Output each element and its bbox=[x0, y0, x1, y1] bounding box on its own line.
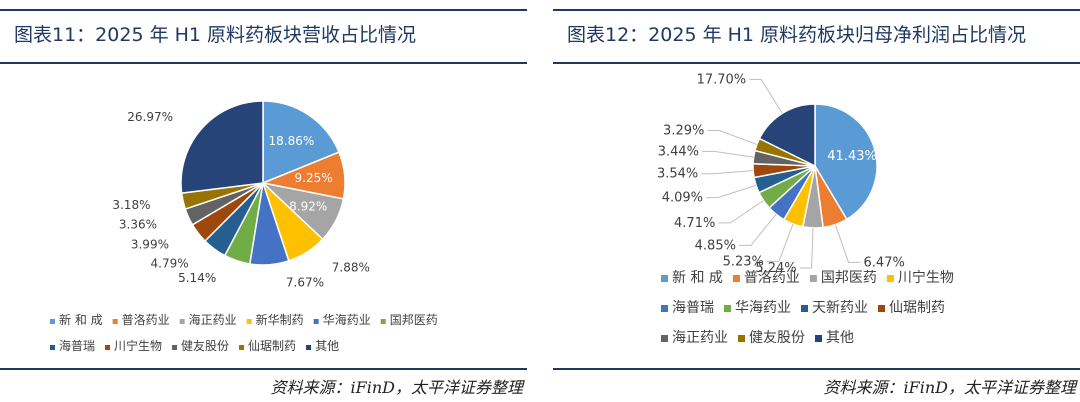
legend-label: 普洛药业 bbox=[122, 312, 170, 327]
legend-swatch bbox=[112, 319, 118, 324]
pie-slice bbox=[180, 100, 264, 194]
legend-label: 川宁生物 bbox=[898, 269, 954, 286]
leader-line bbox=[834, 224, 861, 263]
data-label: 7.67% bbox=[286, 276, 324, 290]
legend-label: 海普瑞 bbox=[59, 338, 95, 353]
legend-label: 新华制药 bbox=[256, 312, 304, 327]
data-label: 5.23% bbox=[723, 254, 764, 269]
leader-line bbox=[701, 170, 754, 175]
legend-label: 国邦医药 bbox=[390, 313, 438, 327]
legend-swatch bbox=[661, 305, 668, 312]
data-label: 5.24% bbox=[755, 261, 796, 276]
data-label: 3.44% bbox=[658, 144, 699, 159]
legend-label: 华海药业 bbox=[735, 300, 791, 316]
leader-line bbox=[799, 227, 814, 269]
data-label: 4.85% bbox=[695, 238, 736, 253]
chart-title: 图表11：2025 年 H1 原料药板块营收占比情况 bbox=[14, 24, 417, 46]
legend-label: 华海药业 bbox=[323, 312, 371, 327]
data-label: 6.47% bbox=[864, 255, 905, 270]
legend-label: 海正药业 bbox=[189, 312, 237, 327]
pie-chart-revenue: 18.86% 9.25% 8.92% 7.88% 7.67% 5.14%4.79% 3.99… bbox=[50, 100, 438, 353]
legend-label: 健友股份 bbox=[749, 330, 805, 346]
legend-swatch bbox=[738, 335, 745, 342]
data-label: 41.43% bbox=[827, 149, 877, 164]
legend-swatch bbox=[815, 335, 822, 342]
pie-slice bbox=[262, 100, 340, 185]
left-panel: 图表11：2025 年 H1 原料药板块营收占比情况 18.86% 9.25% 8.… bbox=[0, 0, 527, 402]
right-panel: 图表12：2025 年 H1 原料药板块归母净利润占比情况 41.43% 6.47… bbox=[553, 0, 1080, 402]
pie-slice bbox=[814, 103, 878, 221]
data-label: 3.54% bbox=[657, 167, 698, 182]
legend-swatch bbox=[732, 275, 740, 282]
data-label: 4.79% bbox=[151, 256, 189, 270]
source-note: 资料来源：iFinD，太平洋证券整理 bbox=[823, 378, 1076, 397]
data-label: 7.88% bbox=[332, 260, 370, 274]
legend-swatch bbox=[886, 275, 894, 282]
legend-swatch bbox=[306, 345, 312, 350]
pie-slice bbox=[758, 103, 816, 168]
legend-swatch bbox=[105, 345, 111, 350]
data-label: 17.70% bbox=[697, 72, 747, 87]
data-label: 3.99% bbox=[131, 237, 169, 251]
source-note: 资料来源：iFinD，太平洋证券整理 bbox=[270, 378, 523, 397]
legend-label: 仙琚制药 bbox=[248, 339, 296, 353]
legend-swatch bbox=[50, 319, 55, 324]
chart-title: 图表12：2025 年 H1 原料药板块归母净利润占比情况 bbox=[567, 24, 1027, 46]
legend-label: 其他 bbox=[826, 330, 854, 346]
data-label: 9.25% bbox=[295, 171, 333, 185]
legend-label: 新 和 成 bbox=[672, 270, 723, 286]
legend-label: 国邦医药 bbox=[821, 270, 877, 286]
data-label: 4.71% bbox=[674, 216, 715, 231]
bottom-rule bbox=[553, 368, 1080, 370]
legend-swatch bbox=[50, 345, 55, 350]
legend-swatch bbox=[809, 275, 817, 282]
title-rule bbox=[0, 62, 527, 64]
legend-label: 海正药业 bbox=[672, 330, 728, 346]
data-label: 8.92% bbox=[289, 199, 327, 213]
legend-swatch bbox=[172, 345, 178, 350]
leader-line bbox=[738, 213, 777, 246]
leader-line bbox=[706, 184, 757, 199]
bottom-rule bbox=[0, 368, 527, 370]
data-label: 4.09% bbox=[662, 191, 703, 206]
legend-label: 仙琚制药 bbox=[889, 300, 945, 316]
legend-swatch bbox=[661, 275, 668, 282]
legend-label: 其他 bbox=[315, 339, 339, 353]
legend-swatch bbox=[380, 319, 386, 324]
legend-label: 海普瑞 bbox=[672, 300, 714, 316]
legend-swatch bbox=[246, 319, 252, 324]
data-label: 5.14% bbox=[178, 271, 216, 285]
data-label: 3.18% bbox=[112, 198, 150, 212]
leader-line bbox=[707, 130, 758, 145]
legend-label: 新 和 成 bbox=[59, 312, 103, 327]
leader-line bbox=[766, 223, 794, 262]
top-rule bbox=[553, 9, 1080, 11]
title-rule bbox=[553, 62, 1080, 64]
legend-swatch bbox=[239, 345, 245, 350]
legend-swatch bbox=[801, 305, 808, 312]
pie-chart-net-profit: 41.43% 6.47% 5.24%5.23%4.85% 4.71% 4.09% 3.54… bbox=[657, 72, 954, 346]
data-label: 3.36% bbox=[119, 218, 157, 232]
legend-swatch bbox=[878, 305, 885, 312]
top-rule bbox=[0, 9, 527, 11]
data-label: 26.97% bbox=[127, 110, 173, 124]
data-label: 18.86% bbox=[269, 134, 315, 148]
legend-label: 川宁生物 bbox=[114, 338, 162, 353]
leader-line bbox=[718, 200, 764, 224]
legend-swatch bbox=[724, 305, 731, 312]
leader-line bbox=[702, 150, 754, 158]
legend-label: 普洛药业 bbox=[744, 270, 800, 286]
legend-swatch bbox=[313, 319, 319, 324]
legend-swatch bbox=[661, 335, 668, 342]
legend-swatch bbox=[179, 319, 185, 324]
leader-line bbox=[749, 78, 783, 114]
legend-label: 天新药业 bbox=[812, 300, 868, 316]
data-label: 3.29% bbox=[663, 124, 704, 139]
legend-label: 健友股份 bbox=[181, 339, 229, 353]
